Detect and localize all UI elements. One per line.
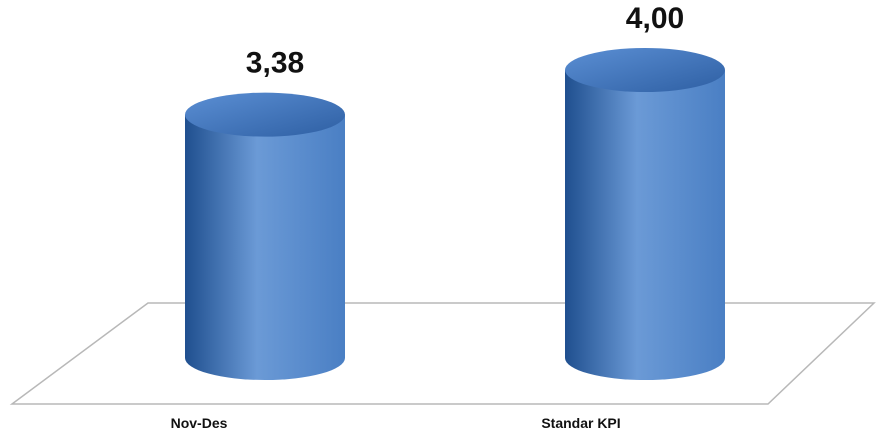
labels-layer: 3,38 Nov-Des 4,00 Standar KPI xyxy=(171,2,685,431)
data-label-2: 4,00 xyxy=(626,2,684,35)
category-label-2: Standar KPI xyxy=(541,415,620,431)
bar-top xyxy=(185,92,345,137)
bar-top xyxy=(565,48,725,92)
data-label-1: 3,38 xyxy=(246,47,304,80)
bar-1 xyxy=(185,92,345,380)
category-label-1: Nov-Des xyxy=(171,415,228,431)
bar-2 xyxy=(565,48,725,380)
bar-body xyxy=(565,70,725,380)
bars-layer xyxy=(185,48,725,380)
bar-body xyxy=(185,114,345,380)
chart-floor xyxy=(9,302,876,405)
